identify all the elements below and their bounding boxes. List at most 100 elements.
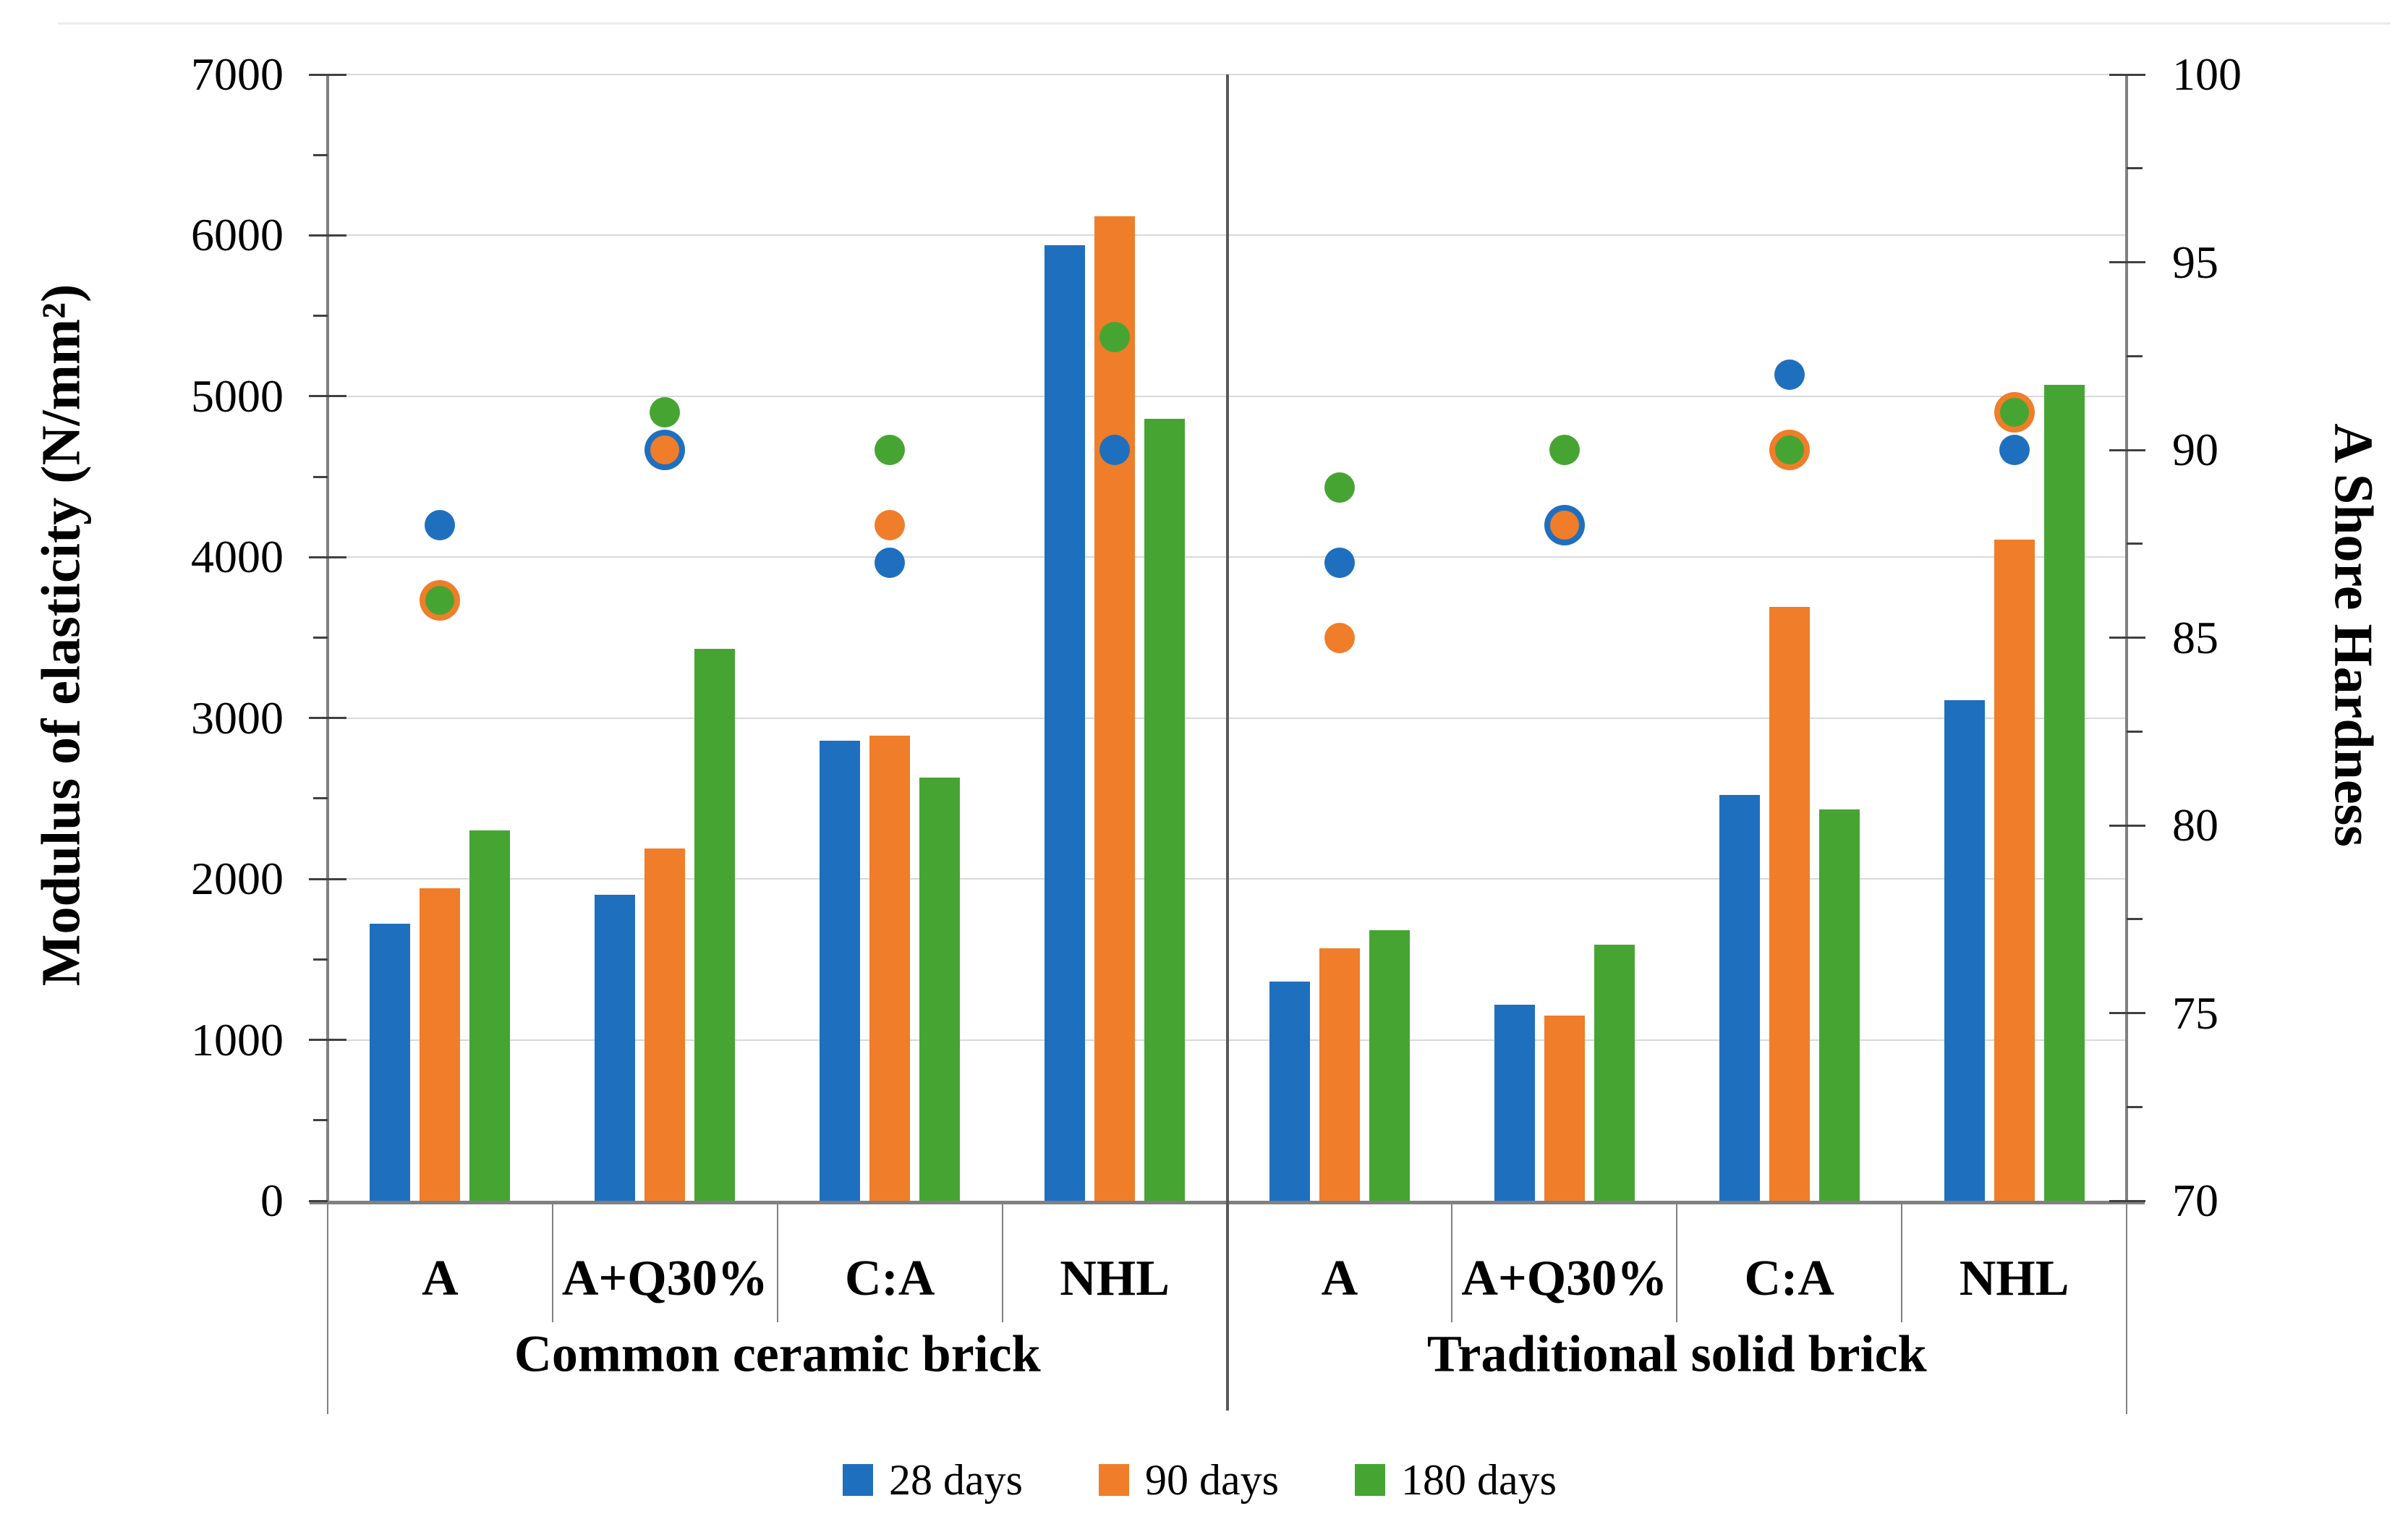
category-separator <box>776 1204 778 1322</box>
right-axis-tick-label: 70 <box>2172 1175 2218 1226</box>
dot-28days-A <box>1324 547 1355 578</box>
left-axis-tick-label: 4000 <box>191 531 284 583</box>
left-axis-major-tick <box>309 395 346 398</box>
right-axis-major-tick <box>2109 73 2145 76</box>
middle-separator <box>1225 75 1229 1411</box>
left-axis-tick-label: 0 <box>260 1175 284 1226</box>
category-label-C:A: C:A <box>844 1251 935 1306</box>
bar-180days-C:A <box>1818 809 1860 1201</box>
right-axis-tick-label: 75 <box>2172 987 2218 1039</box>
left-axis-tick-label: 5000 <box>191 370 284 422</box>
bar-90days-A <box>420 888 461 1201</box>
bar-90days-NHL <box>1994 539 2035 1201</box>
right-axis-major-tick <box>2109 261 2145 263</box>
bar-28days-A <box>370 924 411 1201</box>
dot-90days-A+Q30% <box>650 435 680 464</box>
dot-180days-C:A <box>1774 435 1804 464</box>
bar-90days-NHL <box>1094 216 1136 1201</box>
right-boundary-extension <box>2126 1204 2127 1414</box>
category-label-C:A: C:A <box>1744 1251 1834 1306</box>
dot-28days-NHL <box>1999 435 2030 465</box>
right-axis-major-tick <box>2109 824 2145 827</box>
right-axis-tick-label: 85 <box>2172 611 2218 663</box>
right-axis-minor-tick <box>2127 918 2143 921</box>
left-axis-major-tick <box>309 234 346 237</box>
bar-28days-NHL <box>1045 244 1086 1201</box>
legend-swatch-icon <box>843 1464 873 1496</box>
left-axis-minor-tick <box>313 958 328 961</box>
dot-180days-NHL <box>1999 398 2029 427</box>
right-axis-major-tick <box>2109 637 2145 639</box>
left-axis-tick-label: 3000 <box>191 692 284 744</box>
legend-label: 180 days <box>1400 1456 1557 1504</box>
left-axis-tick-label: 1000 <box>191 1013 284 1065</box>
dot-28days-C:A <box>875 547 906 578</box>
group-label-common: Common ceramic brick <box>514 1324 1041 1383</box>
right-axis-minor-tick <box>2127 354 2143 357</box>
bar-180days-A <box>469 830 511 1201</box>
left-boundary-extension <box>327 1204 328 1414</box>
left-axis-minor-tick <box>313 315 328 318</box>
dot-180days-A <box>425 585 455 615</box>
left-axis-minor-tick <box>313 1119 328 1122</box>
bar-28days-NHL <box>1944 700 1985 1201</box>
right-axis-minor-tick <box>2127 543 2143 545</box>
bar-28days-C:A <box>820 740 861 1201</box>
dot-180days-NHL <box>1099 322 1131 353</box>
left-axis-tick-label: 7000 <box>191 48 284 100</box>
right-axis-major-tick <box>2109 1199 2145 1202</box>
right-axis-major-tick <box>2109 1012 2145 1014</box>
dot-90days-C:A <box>875 509 906 540</box>
right-axis-minor-tick <box>2127 1105 2143 1108</box>
bar-180days-A+Q30% <box>694 649 736 1201</box>
legend-swatch-icon <box>1354 1464 1385 1496</box>
left-axis-major-tick <box>309 1039 346 1042</box>
bar-90days-A+Q30% <box>644 848 686 1201</box>
figure-top-border <box>58 22 2391 25</box>
dot-90days-A+Q30% <box>1549 510 1579 540</box>
category-label-A+Q30%: A+Q30% <box>1461 1251 1668 1306</box>
left-axis-major-tick <box>309 877 346 880</box>
right-axis-line <box>2125 75 2128 1204</box>
category-separator <box>1901 1204 1903 1322</box>
right-axis-tick-label: 90 <box>2172 424 2218 475</box>
category-separator <box>1451 1204 1453 1322</box>
left-axis-tick-label: 6000 <box>191 209 284 261</box>
left-axis-minor-tick <box>313 153 328 156</box>
right-axis-tick-label: 80 <box>2172 799 2218 851</box>
category-separator <box>1676 1204 1678 1322</box>
left-axis-major-tick <box>309 717 346 720</box>
bar-28days-A+Q30% <box>1494 1004 1535 1201</box>
left-axis-minor-tick <box>313 637 328 639</box>
legend-label: 28 days <box>889 1456 1023 1504</box>
bar-180days-A <box>1369 930 1410 1201</box>
left-axis-tick-label: 2000 <box>191 853 284 905</box>
bar-90days-A <box>1319 948 1360 1201</box>
category-separator <box>1001 1204 1003 1322</box>
dot-180days-A <box>1324 472 1355 503</box>
bar-180days-A+Q30% <box>1594 945 1635 1201</box>
dot-90days-NHL <box>1099 397 1131 428</box>
right-axis-tick-label: 100 <box>2172 48 2242 100</box>
bar-90days-C:A <box>869 736 911 1201</box>
category-label-A: A <box>422 1251 459 1306</box>
bar-90days-C:A <box>1769 607 1810 1201</box>
bar-90days-A+Q30% <box>1544 1016 1585 1201</box>
bar-28days-A+Q30% <box>595 895 636 1201</box>
legend-item-180days: 180 days <box>1354 1456 1557 1504</box>
right-axis-tick-label: 95 <box>2172 236 2218 288</box>
dot-180days-A+Q30% <box>650 397 681 428</box>
right-axis-title: A Shore Hardness <box>2323 423 2384 847</box>
dot-180days-C:A <box>875 435 906 465</box>
category-label-A: A <box>1321 1251 1358 1306</box>
legend-item-90days: 90 days <box>1098 1458 1279 1502</box>
dot-90days-A <box>1324 622 1355 653</box>
right-axis-major-tick <box>2109 448 2145 451</box>
dot-28days-C:A <box>1774 360 1805 391</box>
left-axis-line <box>326 75 329 1204</box>
legend-swatch-icon <box>1098 1464 1129 1496</box>
bar-180days-C:A <box>919 778 961 1201</box>
right-axis-minor-tick <box>2127 167 2143 170</box>
legend: 28 days 90 days 180 days <box>843 1458 1557 1502</box>
